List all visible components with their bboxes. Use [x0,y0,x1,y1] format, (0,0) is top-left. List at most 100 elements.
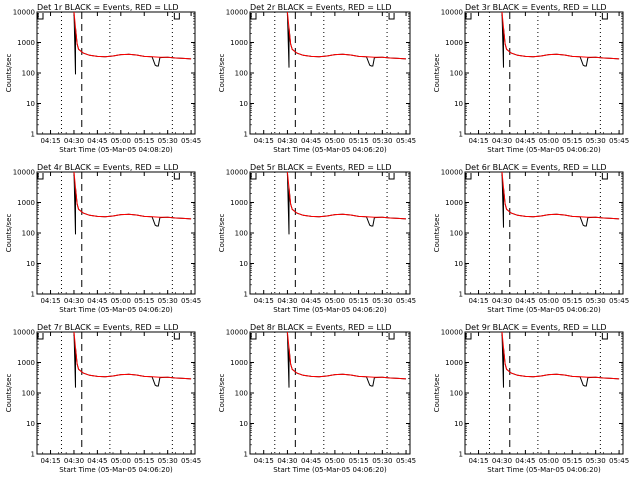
lld-series-line [501,12,620,60]
x-tick-label: 04:15 [254,297,274,305]
plot-frame [36,331,196,455]
x-tick-label: 05:30 [158,297,178,305]
top-bracket-marker [388,333,395,340]
x-axis-label: Start Time (05-Mar-05 04:06:20) [59,306,173,314]
panel-title: Det 9r BLACK = Events, RED = LLD [465,323,607,332]
x-tick-label: 04:30 [277,457,297,465]
y-tick-label: 1000 [17,39,35,47]
plot-frame [464,331,624,455]
x-tick-label: 04:30 [492,137,512,145]
x-axis-label: Start Time (05-Mar-05 04:06:20) [273,466,387,474]
y-tick-label: 10000 [226,329,248,337]
x-tick-label: 05:30 [158,137,178,145]
y-tick-label: 1 [31,291,35,299]
x-tick-label: 04:15 [40,137,60,145]
y-tick-label: 10 [239,260,248,268]
events-series-line [501,12,620,68]
y-tick-label: 10 [454,100,463,108]
panel-title: Det 7r BLACK = Events, RED = LLD [37,323,179,332]
y-tick-label: 1 [459,291,463,299]
x-axis-label: Start Time (05-Mar-05 04:06:20) [273,146,387,154]
x-tick-label: 05:45 [396,457,416,465]
panel-title: Det 5r BLACK = Events, RED = LLD [250,163,392,172]
y-tick-label: 1000 [445,199,463,207]
y-tick-label: 1 [31,451,35,459]
detector-panel: Det 5r BLACK = Events, RED = LLD 1 10 100 10… [218,163,416,314]
y-tick-label: 100 [450,70,463,78]
x-tick-label: 05:15 [562,457,582,465]
y-tick-label: 1 [244,131,248,139]
y-tick-label: 100 [22,230,35,238]
plot-frame [464,171,624,295]
y-tick-label: 10 [26,420,35,428]
x-tick-label: 04:30 [64,137,84,145]
x-tick-label: 04:45 [301,297,321,305]
y-tick-label: 1000 [230,39,248,47]
x-tick-label: 05:00 [539,457,559,465]
y-tick-label: 1 [244,291,248,299]
x-tick-label: 05:45 [181,137,201,145]
y-axis-label: Counts/sec [5,214,13,253]
plot-frame [36,171,196,295]
y-axis-label: Counts/sec [433,54,441,93]
plot-frame [464,11,624,135]
x-tick-label: 05:00 [539,137,559,145]
detector-panel: Det 4r BLACK = Events, RED = LLD 1 10 100 10… [5,163,201,314]
x-tick-label: 04:45 [515,137,535,145]
x-axis-label: Start Time (05-Mar-05 04:06:20) [59,466,173,474]
x-tick-label: 04:30 [492,457,512,465]
detector-panel: Det 2r BLACK = Events, RED = LLD 1 10 100 10… [218,3,416,154]
x-tick-label: 04:45 [301,137,321,145]
top-bracket-marker [601,333,608,340]
y-tick-label: 10000 [226,9,248,17]
y-tick-label: 100 [235,230,248,238]
x-tick-label: 05:00 [539,297,559,305]
panel-title: Det 6r BLACK = Events, RED = LLD [465,163,607,172]
x-tick-label: 05:15 [134,297,154,305]
y-tick-label: 100 [450,390,463,398]
top-bracket-marker [601,173,608,180]
x-tick-label: 05:00 [325,457,345,465]
y-tick-label: 1 [459,131,463,139]
y-tick-label: 1000 [445,359,463,367]
events-series-line [73,332,192,388]
y-tick-label: 10000 [13,329,35,337]
x-tick-label: 04:30 [492,297,512,305]
x-tick-label: 05:15 [134,137,154,145]
x-tick-label: 04:45 [87,137,107,145]
lld-series-line [286,12,407,60]
y-axis-label: Counts/sec [218,214,226,253]
y-tick-label: 10 [239,100,248,108]
x-axis-label: Start Time (05-Mar-05 04:06:20) [273,306,387,314]
x-axis-label: Start Time (05-Mar-05 04:06:20) [487,306,601,314]
x-tick-label: 04:15 [468,297,488,305]
x-tick-label: 05:45 [181,297,201,305]
x-tick-label: 04:15 [40,457,60,465]
y-tick-label: 100 [22,390,35,398]
x-tick-label: 05:30 [586,457,606,465]
x-tick-label: 04:45 [515,297,535,305]
x-tick-label: 05:15 [134,457,154,465]
y-tick-label: 1 [31,131,35,139]
detector-panel: Det 6r BLACK = Events, RED = LLD 1 10 100 10… [433,163,629,314]
y-axis-label: Counts/sec [433,374,441,413]
top-bracket-marker [173,13,180,20]
x-tick-label: 05:45 [609,297,629,305]
top-bracket-marker [173,333,180,340]
events-series-line [286,172,407,235]
top-bracket-marker [37,173,44,180]
plot-frame [36,11,196,135]
events-series-line [73,12,192,75]
detector-panel: Det 3r BLACK = Events, RED = LLD 1 10 100 10… [433,3,629,154]
lld-series-line [73,332,192,380]
y-tick-label: 1000 [17,199,35,207]
x-tick-label: 05:00 [325,137,345,145]
y-tick-label: 100 [450,230,463,238]
x-tick-label: 05:15 [562,297,582,305]
x-tick-label: 05:00 [111,457,131,465]
top-bracket-marker [37,333,44,340]
x-tick-label: 05:15 [349,137,369,145]
top-bracket-marker [37,13,44,20]
x-tick-label: 04:45 [87,297,107,305]
